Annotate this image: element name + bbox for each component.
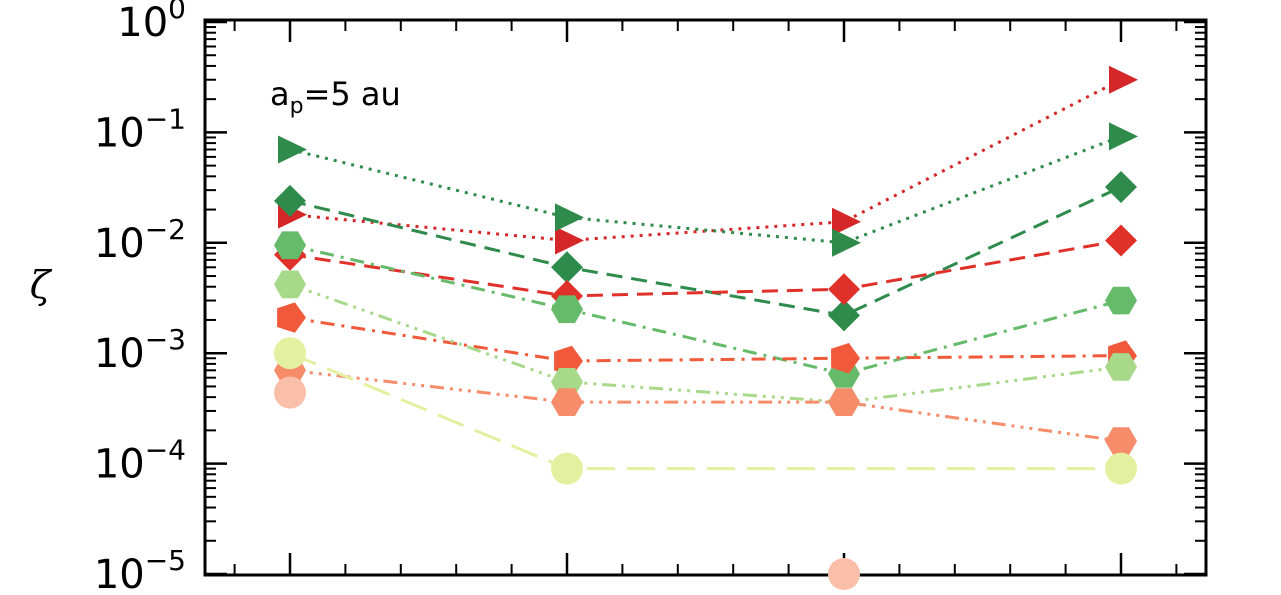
data-point — [1105, 224, 1137, 257]
series-9 — [289, 351, 1121, 471]
data-point — [551, 295, 583, 324]
series-4 — [289, 238, 1122, 298]
data-point — [828, 388, 860, 416]
y-axis-label: ζ — [30, 263, 53, 307]
series-line — [289, 316, 1122, 363]
data-point — [828, 273, 860, 306]
data-point — [1105, 171, 1137, 204]
y-tick-label: 10−2 — [94, 213, 186, 267]
series-line — [289, 185, 1122, 317]
data-point — [832, 228, 861, 257]
series-8-markers — [274, 356, 1137, 455]
data-point — [274, 184, 306, 217]
data-point — [274, 376, 306, 409]
series-line — [289, 78, 1122, 242]
data-point — [831, 343, 860, 374]
series-5-markers — [274, 231, 1137, 388]
series-2 — [289, 134, 1122, 245]
data-point — [1105, 452, 1137, 485]
marker-layer — [274, 65, 1138, 590]
series-3 — [289, 185, 1122, 317]
data-point — [1109, 65, 1138, 94]
data-point — [555, 203, 584, 232]
panel-annotation: ap=5 au — [270, 75, 401, 119]
axes: 10−5 10−4 10−3 10−2 10−1 100 — [94, 0, 1208, 595]
series-3-markers — [274, 171, 1137, 332]
series-9-markers — [274, 337, 1137, 485]
series-line — [289, 282, 1122, 404]
data-point — [828, 558, 860, 590]
data-point — [1105, 427, 1137, 455]
annotation-a: a — [270, 75, 290, 113]
y-tick-label: 10−4 — [94, 434, 186, 488]
series-7 — [289, 282, 1122, 404]
data-point — [555, 226, 584, 255]
data-point — [274, 231, 306, 260]
series-6 — [289, 316, 1122, 363]
series-layer — [289, 78, 1122, 471]
series-5 — [289, 243, 1122, 376]
series-1 — [289, 78, 1122, 242]
data-point — [274, 337, 306, 370]
series-2-markers — [278, 122, 1138, 257]
series-line — [289, 351, 1121, 471]
data-point — [1105, 286, 1137, 315]
series-10-markers — [274, 376, 860, 590]
data-point — [832, 207, 861, 236]
data-point — [551, 251, 583, 284]
data-point — [551, 452, 583, 485]
data-point — [1105, 353, 1137, 381]
data-point — [1109, 122, 1138, 151]
data-point — [551, 388, 583, 416]
annotation-subscript: p — [290, 94, 304, 119]
data-point — [277, 302, 306, 333]
series-line — [289, 134, 1122, 245]
data-point — [828, 299, 860, 332]
y-tick-label: 10−5 — [94, 544, 186, 595]
annotation-rest: =5 au — [304, 75, 401, 113]
y-tick-label: 10−1 — [94, 102, 186, 156]
data-point — [278, 135, 307, 164]
series-line — [289, 238, 1122, 298]
series-4-markers — [274, 224, 1137, 312]
data-point — [274, 270, 306, 299]
plot-frame — [203, 18, 1208, 577]
series-line — [289, 243, 1122, 376]
y-tick-label: 10−3 — [94, 323, 186, 377]
y-tick-label: 100 — [117, 0, 186, 46]
series-6-markers — [277, 302, 1137, 377]
